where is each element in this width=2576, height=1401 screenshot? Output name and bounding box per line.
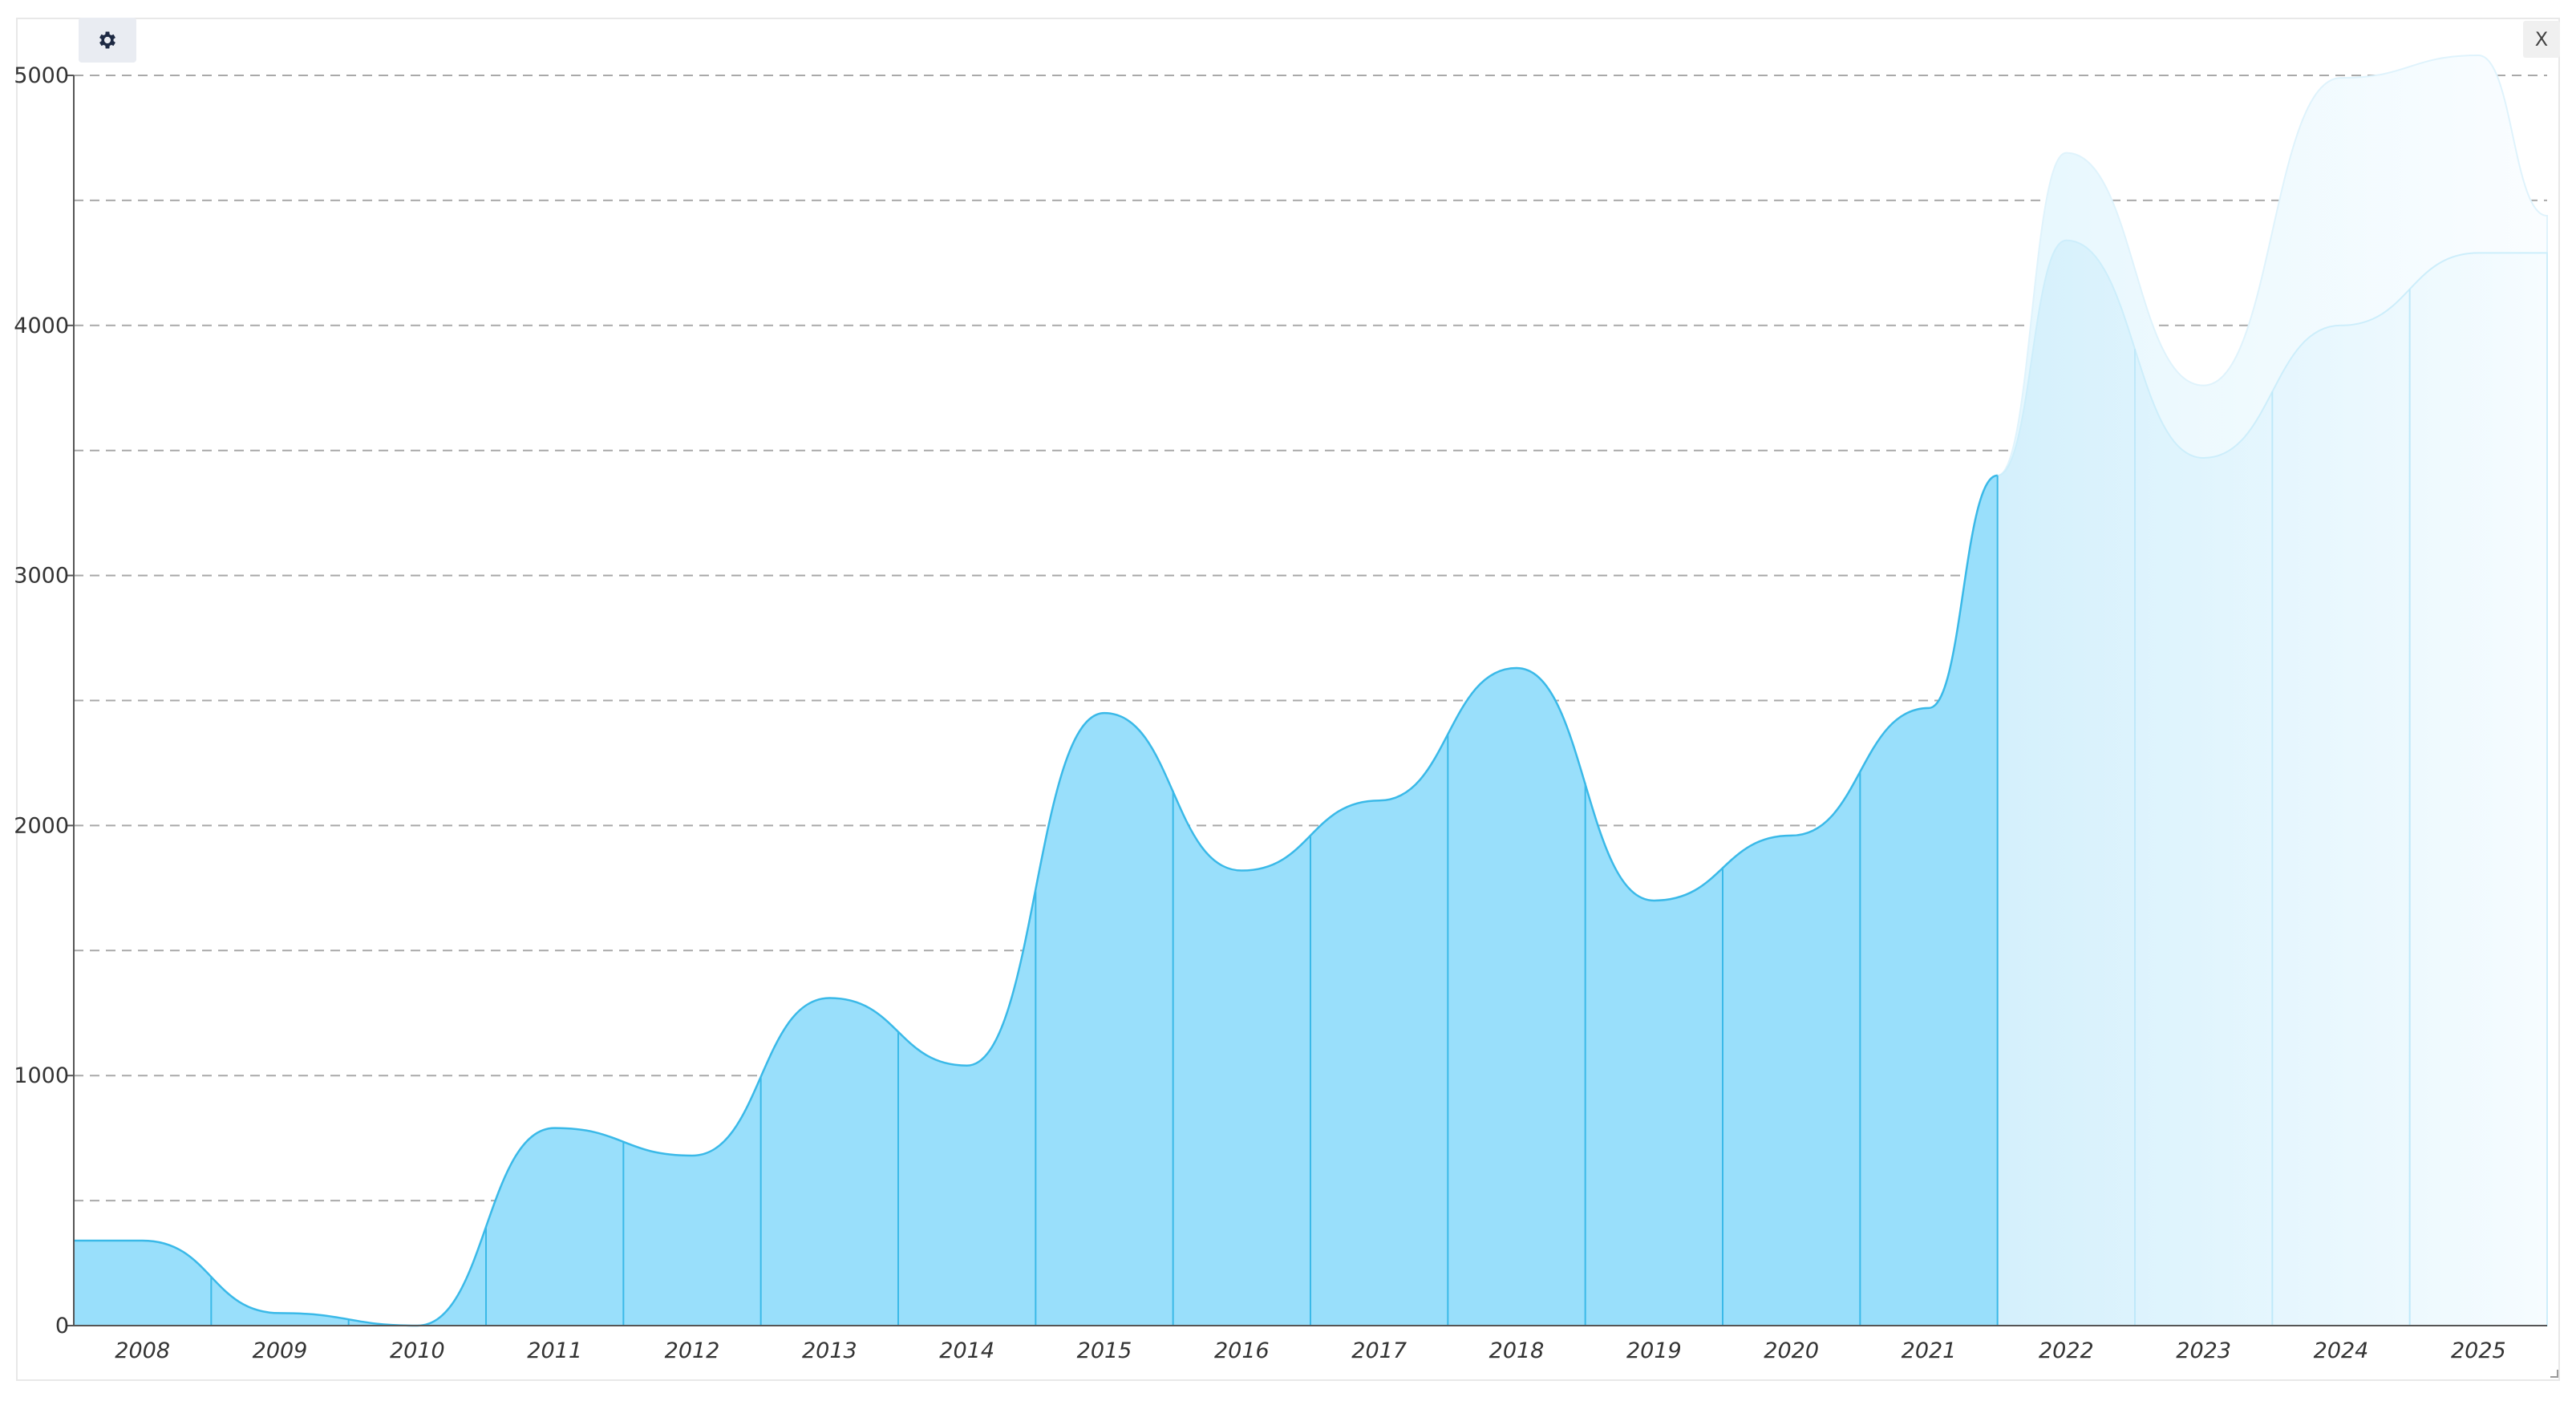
x-tick-label-2024: 2024: [2314, 1338, 2369, 1363]
x-tick-label-2023: 2023: [2176, 1338, 2231, 1363]
axes: [73, 75, 2547, 1326]
x-tick-label-2025: 2025: [2451, 1338, 2506, 1363]
y-axis-ticks: 0 1000 2000 3000 4000 5000: [14, 63, 74, 1338]
x-tick-label-2010: 2010: [390, 1338, 445, 1363]
y-tick-label-5000: 5000: [14, 63, 69, 88]
x-tick-label-2012: 2012: [665, 1338, 720, 1363]
y-tick-label-0: 0: [55, 1314, 69, 1338]
close-button[interactable]: X: [2523, 21, 2560, 58]
y-tick-label-4000: 4000: [14, 314, 69, 338]
y-tick-label-2000: 2000: [14, 813, 69, 838]
x-tick-label-2016: 2016: [1214, 1338, 1270, 1363]
x-tick-label-2022: 2022: [2039, 1338, 2094, 1363]
x-tick-label-2013: 2013: [802, 1338, 857, 1363]
x-tick-label-2008: 2008: [115, 1338, 170, 1363]
x-axis-ticks: 2008 2009 2010 2011 2012 2013 2014 2015 2016 2017…: [115, 1338, 2505, 1363]
x-tick-label-2009: 2009: [253, 1338, 308, 1363]
settings-button[interactable]: [79, 18, 136, 63]
gear-icon: [99, 31, 115, 49]
actual-line: [74, 474, 1998, 1327]
x-tick-label-2017: 2017: [1351, 1338, 1407, 1363]
x-tick-label-2014: 2014: [939, 1338, 994, 1363]
resize-handle[interactable]: [2550, 1370, 2558, 1378]
x-tick-label-2019: 2019: [1626, 1338, 1682, 1363]
year-dividers: [210, 289, 2411, 1326]
y-tick-label-1000: 1000: [14, 1063, 69, 1088]
x-tick-label-2015: 2015: [1077, 1338, 1132, 1363]
y-tick-label-3000: 3000: [14, 564, 69, 589]
x-tick-label-2018: 2018: [1489, 1338, 1545, 1363]
x-tick-label-2021: 2021: [1902, 1338, 1957, 1363]
x-tick-label-2020: 2020: [1764, 1338, 1819, 1363]
x-tick-label-2011: 2011: [527, 1338, 582, 1363]
